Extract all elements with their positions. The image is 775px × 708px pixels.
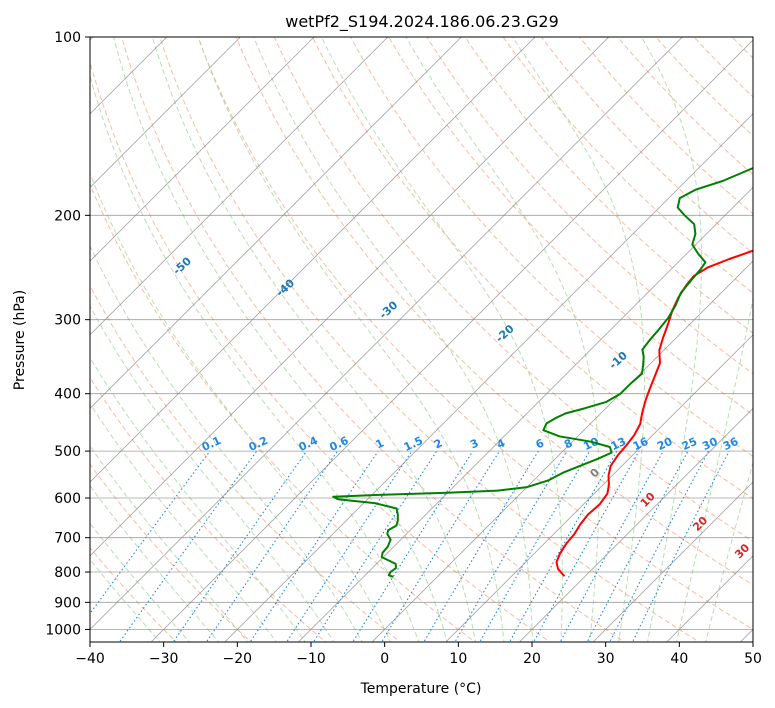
x-tick-label: −30 — [149, 651, 179, 667]
y-tick-label: 900 — [54, 595, 81, 611]
isotherm-line — [90, 37, 315, 262]
dry-adiabat-line — [273, 37, 753, 543]
y-axis-label: Pressure (hPa) — [12, 290, 28, 390]
mixing-ratio-line — [249, 450, 379, 642]
isotherm-line — [90, 37, 610, 557]
axis-ticks: −40 −30 −20 −10 0 10 20 30 40 50 100 200 300 400 500 60… — [45, 30, 762, 667]
mixing-ratio-label: 25 — [680, 435, 699, 453]
isotherm-line — [150, 39, 753, 642]
moist-adiabat-line — [90, 484, 220, 642]
y-tick-label: 1000 — [45, 622, 81, 638]
mixing-ratio-label: 20 — [655, 435, 675, 453]
y-tick-label: 500 — [54, 444, 81, 460]
dry-adiabat-line — [90, 183, 476, 642]
mixing-ratio-line — [454, 450, 568, 642]
mixing-ratio-label: 16 — [631, 435, 651, 453]
x-tick-label: 30 — [597, 651, 615, 667]
y-tick-label: 100 — [54, 30, 81, 46]
x-tick-label: 50 — [744, 651, 762, 667]
dry-adiabat-line — [311, 37, 753, 500]
mixing-ratio-line — [609, 450, 709, 642]
isotherm-line — [90, 37, 683, 630]
dry-adiabat-line — [235, 37, 753, 586]
y-tick-label: 400 — [54, 387, 81, 403]
x-tick-label: 20 — [523, 651, 541, 667]
isotherm-line — [90, 37, 462, 409]
moist-adiabat-line — [90, 74, 420, 642]
mixing-ratio-line — [286, 450, 413, 642]
mixing-ratio-label: 36 — [721, 435, 741, 453]
x-tick-label: −20 — [223, 651, 253, 667]
moist-adiabat-line — [90, 402, 278, 642]
isotherm-line — [519, 407, 753, 642]
plot-area: -100-90-80-70-60-50-40-30-20-10010203040… — [90, 37, 753, 642]
isotherm-line — [371, 260, 753, 642]
x-tick-label: −40 — [75, 651, 105, 667]
dry-adiabat-line — [159, 37, 701, 642]
dry-adiabat-line — [426, 37, 753, 375]
isotherm-line — [90, 37, 389, 336]
dewpoint-line — [332, 166, 753, 578]
mixing-ratio-line — [312, 450, 438, 642]
isotherm-line — [445, 334, 753, 642]
mixing-ratio-label: 30 — [700, 435, 720, 453]
x-tick-label: 10 — [449, 651, 467, 667]
isotherm-line — [224, 113, 753, 642]
mixing-ratio-line — [205, 450, 338, 642]
x-axis-label: Temperature (°C) — [360, 681, 482, 697]
y-tick-label: 200 — [54, 208, 81, 224]
y-tick-label: 800 — [54, 565, 81, 581]
x-tick-label: −10 — [296, 651, 326, 667]
y-tick-label: 300 — [54, 313, 81, 329]
mixing-ratio-line — [118, 450, 258, 642]
mixing-ratio-line — [559, 450, 664, 642]
isotherm-line — [90, 37, 536, 483]
x-tick-label: 40 — [670, 651, 688, 667]
moist-adiabat-line — [90, 445, 249, 642]
mixing-ratio-line — [586, 450, 689, 642]
isotherm-line — [592, 481, 753, 642]
mixing-ratio-line — [172, 450, 308, 642]
dry-adiabat-line — [350, 37, 753, 458]
mixing-ratio-label: 10 — [581, 435, 601, 453]
x-tick-label: 0 — [380, 651, 389, 667]
y-tick-label: 700 — [54, 531, 81, 547]
chart-title: wetPf2_S194.2024.186.06.23.G29 — [285, 12, 559, 32]
isotherm-line — [90, 37, 241, 188]
mixing-ratio-line — [380, 450, 500, 642]
mixing-ratio-line — [352, 450, 474, 642]
y-tick-label: 600 — [54, 491, 81, 507]
mixing-ratio-line — [90, 450, 211, 615]
plot-frame — [89, 36, 754, 643]
isotherm-line — [298, 186, 753, 642]
temperature-line — [555, 249, 753, 577]
